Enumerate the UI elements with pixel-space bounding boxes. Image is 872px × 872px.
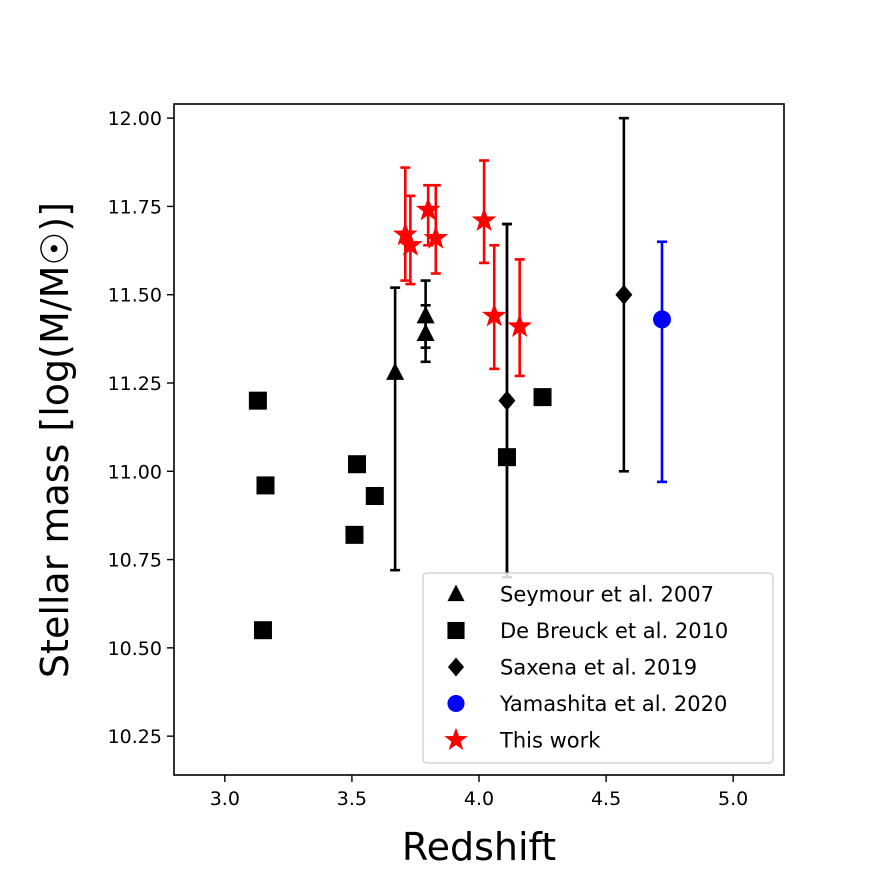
x-tick-label: 4.0 (464, 788, 494, 810)
data-point-square (365, 487, 384, 506)
legend: Seymour et al. 2007 De Breuck et al. 2010… (422, 572, 774, 764)
x-tick-label: 5.0 (718, 788, 748, 810)
legend-box (422, 572, 774, 764)
data-point-square (497, 448, 516, 467)
legend-label: Seymour et al. 2007 (500, 583, 714, 607)
y-tick-label: 10.25 (108, 726, 162, 748)
legend-label: Yamashita et al. 2020 (499, 692, 727, 716)
data-point-triangle (416, 305, 435, 324)
data-point-star (423, 225, 449, 249)
data-point-diamond (615, 284, 633, 305)
data-point-square (256, 476, 275, 495)
legend-marker-diamond (447, 657, 465, 677)
y-tick-label: 12.00 (108, 108, 162, 130)
data-point-square (248, 391, 267, 410)
data-point-star (507, 313, 533, 338)
data-point-diamond (498, 390, 516, 411)
data-point-star (415, 196, 441, 221)
data-point-circle (653, 310, 671, 329)
y-tick-label: 11.25 (108, 373, 162, 395)
y-tick-label: 10.50 (108, 638, 162, 660)
legend-label: This work (499, 729, 601, 753)
legend-marker-star (444, 727, 468, 750)
legend-marker-triangle (447, 584, 465, 602)
x-tick-label: 3.0 (210, 788, 240, 810)
legend-marker-square (447, 621, 465, 640)
x-axis-label: Redshift (402, 825, 556, 869)
data-point-triangle (386, 362, 405, 380)
y-axis-label: Stellar mass [log(M/M☉)] (33, 202, 77, 678)
axis-ticks: 3.0 3.5 4.0 4.5 5.0 10.25 10.50 10.75 11.00 11.25… (108, 108, 749, 810)
y-axis-label-group: Stellar mass [log(M/M☉)] (33, 202, 77, 678)
y-tick-label: 11.50 (108, 285, 162, 307)
data-markers (248, 196, 671, 640)
data-point-star (471, 207, 497, 232)
data-point-star (392, 221, 418, 246)
data-point-square (253, 621, 272, 640)
data-point-square (533, 388, 552, 407)
x-tick-label: 4.5 (591, 788, 621, 810)
data-point-star (481, 302, 507, 327)
data-point-star (398, 232, 423, 256)
legend-marker-circle (447, 694, 465, 713)
y-tick-label: 11.75 (108, 196, 162, 218)
data-point-square (348, 455, 366, 474)
y-tick-label: 11.00 (108, 461, 162, 483)
x-tick-label: 3.5 (337, 788, 367, 810)
data-point-triangle (416, 323, 435, 342)
legend-label: Saxena et al. 2019 (500, 656, 697, 680)
legend-label: De Breuck et al. 2010 (500, 619, 728, 643)
data-point-square (345, 525, 364, 544)
y-tick-label: 10.75 (108, 550, 162, 572)
